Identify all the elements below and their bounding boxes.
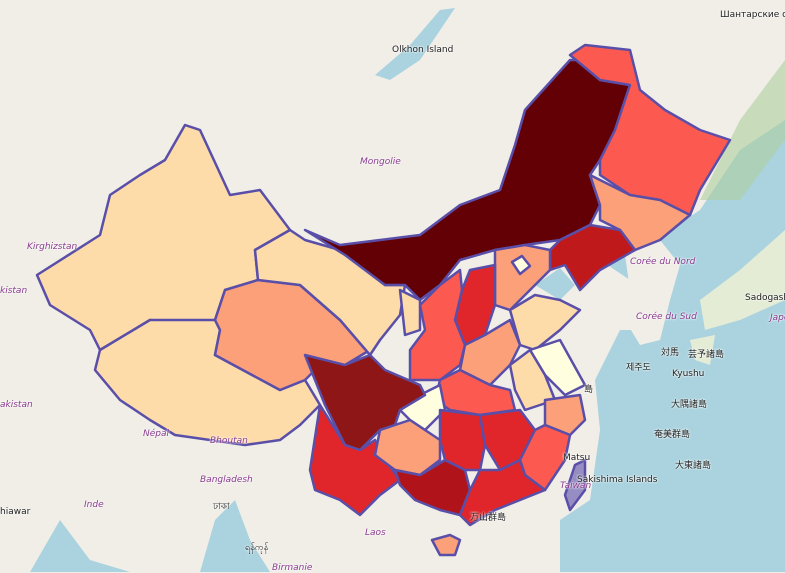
map-label-daito: 大東諸島: [675, 461, 712, 471]
map-label-tsushima: 対馬: [661, 348, 680, 358]
map-label-bangladesh-local: ঢাকা: [213, 502, 230, 512]
map-label-pakistan: akistan: [0, 400, 33, 410]
map-label-taiwan: Taiwan: [560, 481, 592, 491]
sea-east: [560, 120, 785, 572]
map-label-kyushu: Kyushu: [672, 369, 705, 379]
map-label-inde: Inde: [84, 500, 104, 510]
map-label-shantar: Шантарские ос: [720, 10, 785, 20]
map-label-laos: Laos: [365, 528, 386, 538]
lake-baikal: [375, 8, 455, 80]
map-label-coree-sud: Corée du Sud: [636, 312, 697, 322]
map-label-geiyo: 芸予諸島: [688, 350, 725, 360]
map-label-coree-nord: Corée du Nord: [630, 257, 696, 267]
map-label-myanmar-local: ရန်ကုန်: [245, 543, 269, 553]
map-label-osumi: 大隅諸島: [671, 400, 708, 410]
map-label-japon: Japo: [770, 313, 785, 323]
map-label-mongolie: Mongolie: [360, 157, 401, 167]
region-yunnan[interactable]: [308, 403, 402, 517]
region-hainan[interactable]: [430, 533, 462, 557]
map-label-hiawar: hiawar: [0, 507, 31, 517]
map-label-bhoutan: Bhoutan: [210, 436, 248, 446]
sea-bay-of-bengal: [30, 500, 270, 572]
region-ningxia[interactable]: [398, 288, 422, 337]
region-zhejiang[interactable]: [543, 393, 587, 437]
korea-land: [625, 240, 680, 345]
region-beijing[interactable]: [510, 254, 532, 276]
map-label-olkhon: Olkhon Island: [392, 45, 454, 55]
map-label-amami: 奄美群島: [654, 430, 691, 440]
region-guangdong[interactable]: [458, 458, 547, 527]
region-hubei[interactable]: [433, 368, 517, 417]
map-label-jeju: 제주도: [626, 363, 651, 373]
region-jilin[interactable]: [588, 173, 692, 252]
region-shandong[interactable]: [508, 293, 582, 352]
map-label-bangladesh: Bangladesh: [200, 475, 253, 485]
map-label-tadjikistan: kistan: [0, 286, 28, 296]
map-label-shanghai-local: 島: [584, 385, 594, 395]
bohai-sea: [535, 268, 575, 300]
map-label-sakishima: Sakishima Islands: [577, 475, 658, 485]
region-hunan[interactable]: [438, 408, 487, 472]
map-label-nepal: Népal: [143, 429, 169, 439]
region-shaanxi[interactable]: [408, 268, 467, 382]
map-label-birmanie: Birmanie: [272, 563, 313, 573]
map-label-matsu: Matsu: [563, 453, 591, 463]
map-label-wanshan: 万山群島: [470, 513, 507, 523]
basemap: [30, 8, 785, 572]
choropleth-regions: [35, 43, 732, 557]
region-guizhou[interactable]: [373, 418, 442, 477]
map-label-kirghizstan: Kirghizstan: [27, 242, 78, 252]
region-taiwan[interactable]: [563, 458, 587, 512]
map-label-sadogashima: Sadogash: [745, 293, 785, 303]
russia-forest: [700, 60, 785, 200]
japan-land: [690, 230, 785, 365]
region-gansu[interactable]: [253, 228, 407, 357]
